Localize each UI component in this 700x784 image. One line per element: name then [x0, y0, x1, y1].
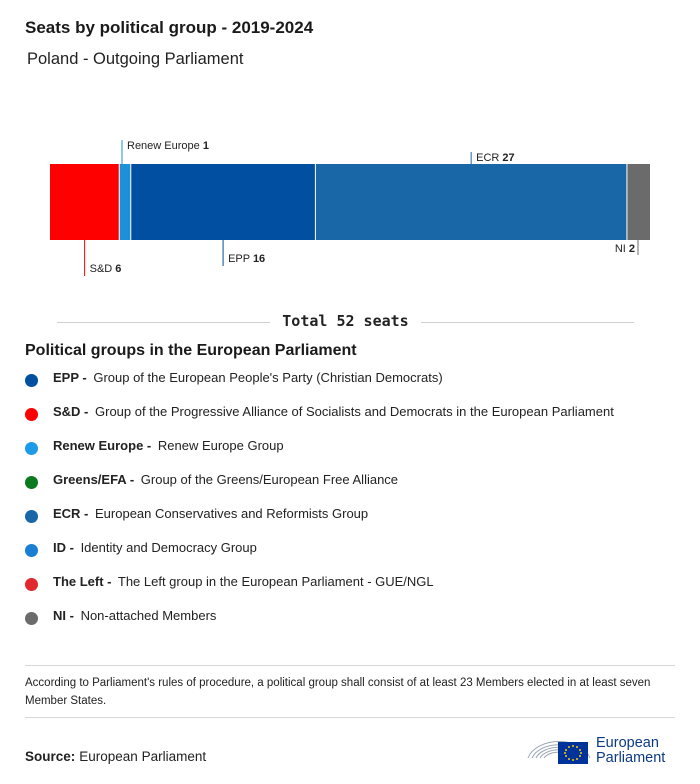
legend-dot-icon: [25, 476, 38, 489]
legend-dot-icon: [25, 510, 38, 523]
legend-abbr: ID -: [53, 540, 74, 555]
legend-abbr: EPP -: [53, 370, 87, 385]
legend-item: ECR - European Conservatives and Reformi…: [25, 506, 614, 540]
bar-segment-renew-europe: [119, 164, 131, 240]
logo-line-1: European: [596, 735, 659, 751]
total-seats-label: Total 52 seats: [270, 312, 421, 330]
total-seats: Total 52 seats: [57, 312, 634, 332]
legend-description: European Conservatives and Reformists Gr…: [91, 506, 369, 521]
logo-line-2: Parliament: [596, 750, 666, 766]
bar-segment-ecr: [315, 164, 627, 240]
bar-segment-ni: [626, 164, 650, 240]
european-parliament-logo: European Parliament: [524, 728, 674, 768]
legend-description: The Left group in the European Parliamen…: [114, 574, 434, 589]
legend-item: The Left - The Left group in the Europea…: [25, 574, 614, 608]
divider-bottom: [25, 717, 675, 718]
legend-abbr: Renew Europe -: [53, 438, 152, 453]
legend-dot-icon: [25, 544, 38, 557]
data-label-renew-europe: Renew Europe 1: [127, 140, 209, 152]
total-divider-left: [57, 322, 272, 323]
divider-top: [25, 665, 675, 666]
legend-dot-icon: [25, 374, 38, 387]
footnote: According to Parliament's rules of proce…: [25, 677, 651, 707]
legend-abbr: S&D -: [53, 404, 89, 419]
legend-dot-icon: [25, 408, 38, 421]
legend-description: Identity and Democracy Group: [76, 540, 257, 555]
data-label-epp: EPP 16: [228, 253, 265, 265]
legend-item: Greens/EFA - Group of the Greens/Europea…: [25, 472, 614, 506]
legend-item: NI - Non-attached Members: [25, 608, 614, 642]
legend-title: Political groups in the European Parliam…: [25, 342, 357, 359]
legend-item: EPP - Group of the European People's Par…: [25, 370, 614, 404]
legend-item: ID - Identity and Democracy Group: [25, 540, 614, 574]
total-divider-right: [414, 322, 634, 323]
legend-description: Group of the European People's Party (Ch…: [89, 370, 443, 385]
legend-description: Renew Europe Group: [154, 438, 284, 453]
chart-title: Seats by political group - 2019-2024: [25, 18, 314, 37]
legend-description: Group of the Greens/European Free Allian…: [137, 472, 399, 487]
legend-dot-icon: [25, 612, 38, 625]
hemicycle-icon: [527, 740, 591, 764]
legend-abbr: Greens/EFA -: [53, 472, 135, 487]
source-label: Source:: [25, 749, 76, 764]
legend: EPP - Group of the European People's Par…: [25, 370, 614, 642]
data-label-s-d: S&D 6: [90, 263, 122, 275]
chart-subtitle: Poland - Outgoing Parliament: [27, 50, 244, 68]
legend-dot-icon: [25, 578, 38, 591]
data-label-ni: NI 2: [615, 243, 635, 255]
legend-item: Renew Europe - Renew Europe Group: [25, 438, 614, 472]
seats-bar-chart: S&D 6 Renew Europe 1 EPP 16 ECR 27 NI 2: [50, 140, 650, 276]
bar-segment-s-d: [50, 164, 120, 240]
legend-item: S&D - Group of the Progressive Alliance …: [25, 404, 614, 438]
bar-segment-epp: [130, 164, 316, 240]
legend-description: Group of the Progressive Alliance of Soc…: [91, 404, 614, 419]
data-label-ecr: ECR 27: [476, 152, 515, 164]
source: Source: European Parliament: [25, 749, 206, 764]
legend-abbr: ECR -: [53, 506, 89, 521]
source-value: European Parliament: [79, 749, 207, 764]
legend-dot-icon: [25, 442, 38, 455]
legend-description: Non-attached Members: [76, 608, 217, 623]
legend-abbr: The Left -: [53, 574, 112, 589]
legend-abbr: NI -: [53, 608, 74, 623]
